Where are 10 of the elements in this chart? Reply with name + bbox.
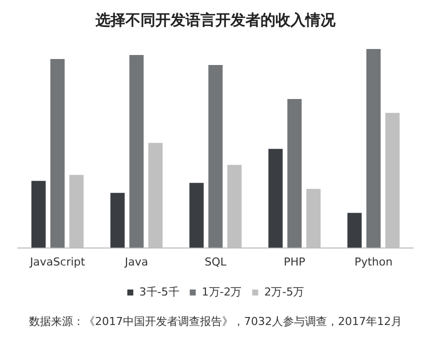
x-tick-label: PHP: [284, 255, 306, 268]
x-tick-label: Java: [124, 255, 148, 268]
source-note: 数据来源：《2017中国开发者调查报告》，7032人参与调查，2017年12月: [28, 314, 403, 329]
legend-label: 3千-5千: [139, 285, 180, 298]
x-tick-label: SQL: [204, 255, 228, 268]
legend-label: 1万-2万: [202, 285, 242, 298]
chart-title: 选择不同开发语言开发者的收入情况: [94, 10, 336, 29]
x-tick-label: Python: [354, 255, 393, 268]
x-tick-label: JavaScript: [28, 255, 86, 268]
legend-label: 2万-5万: [264, 285, 304, 298]
